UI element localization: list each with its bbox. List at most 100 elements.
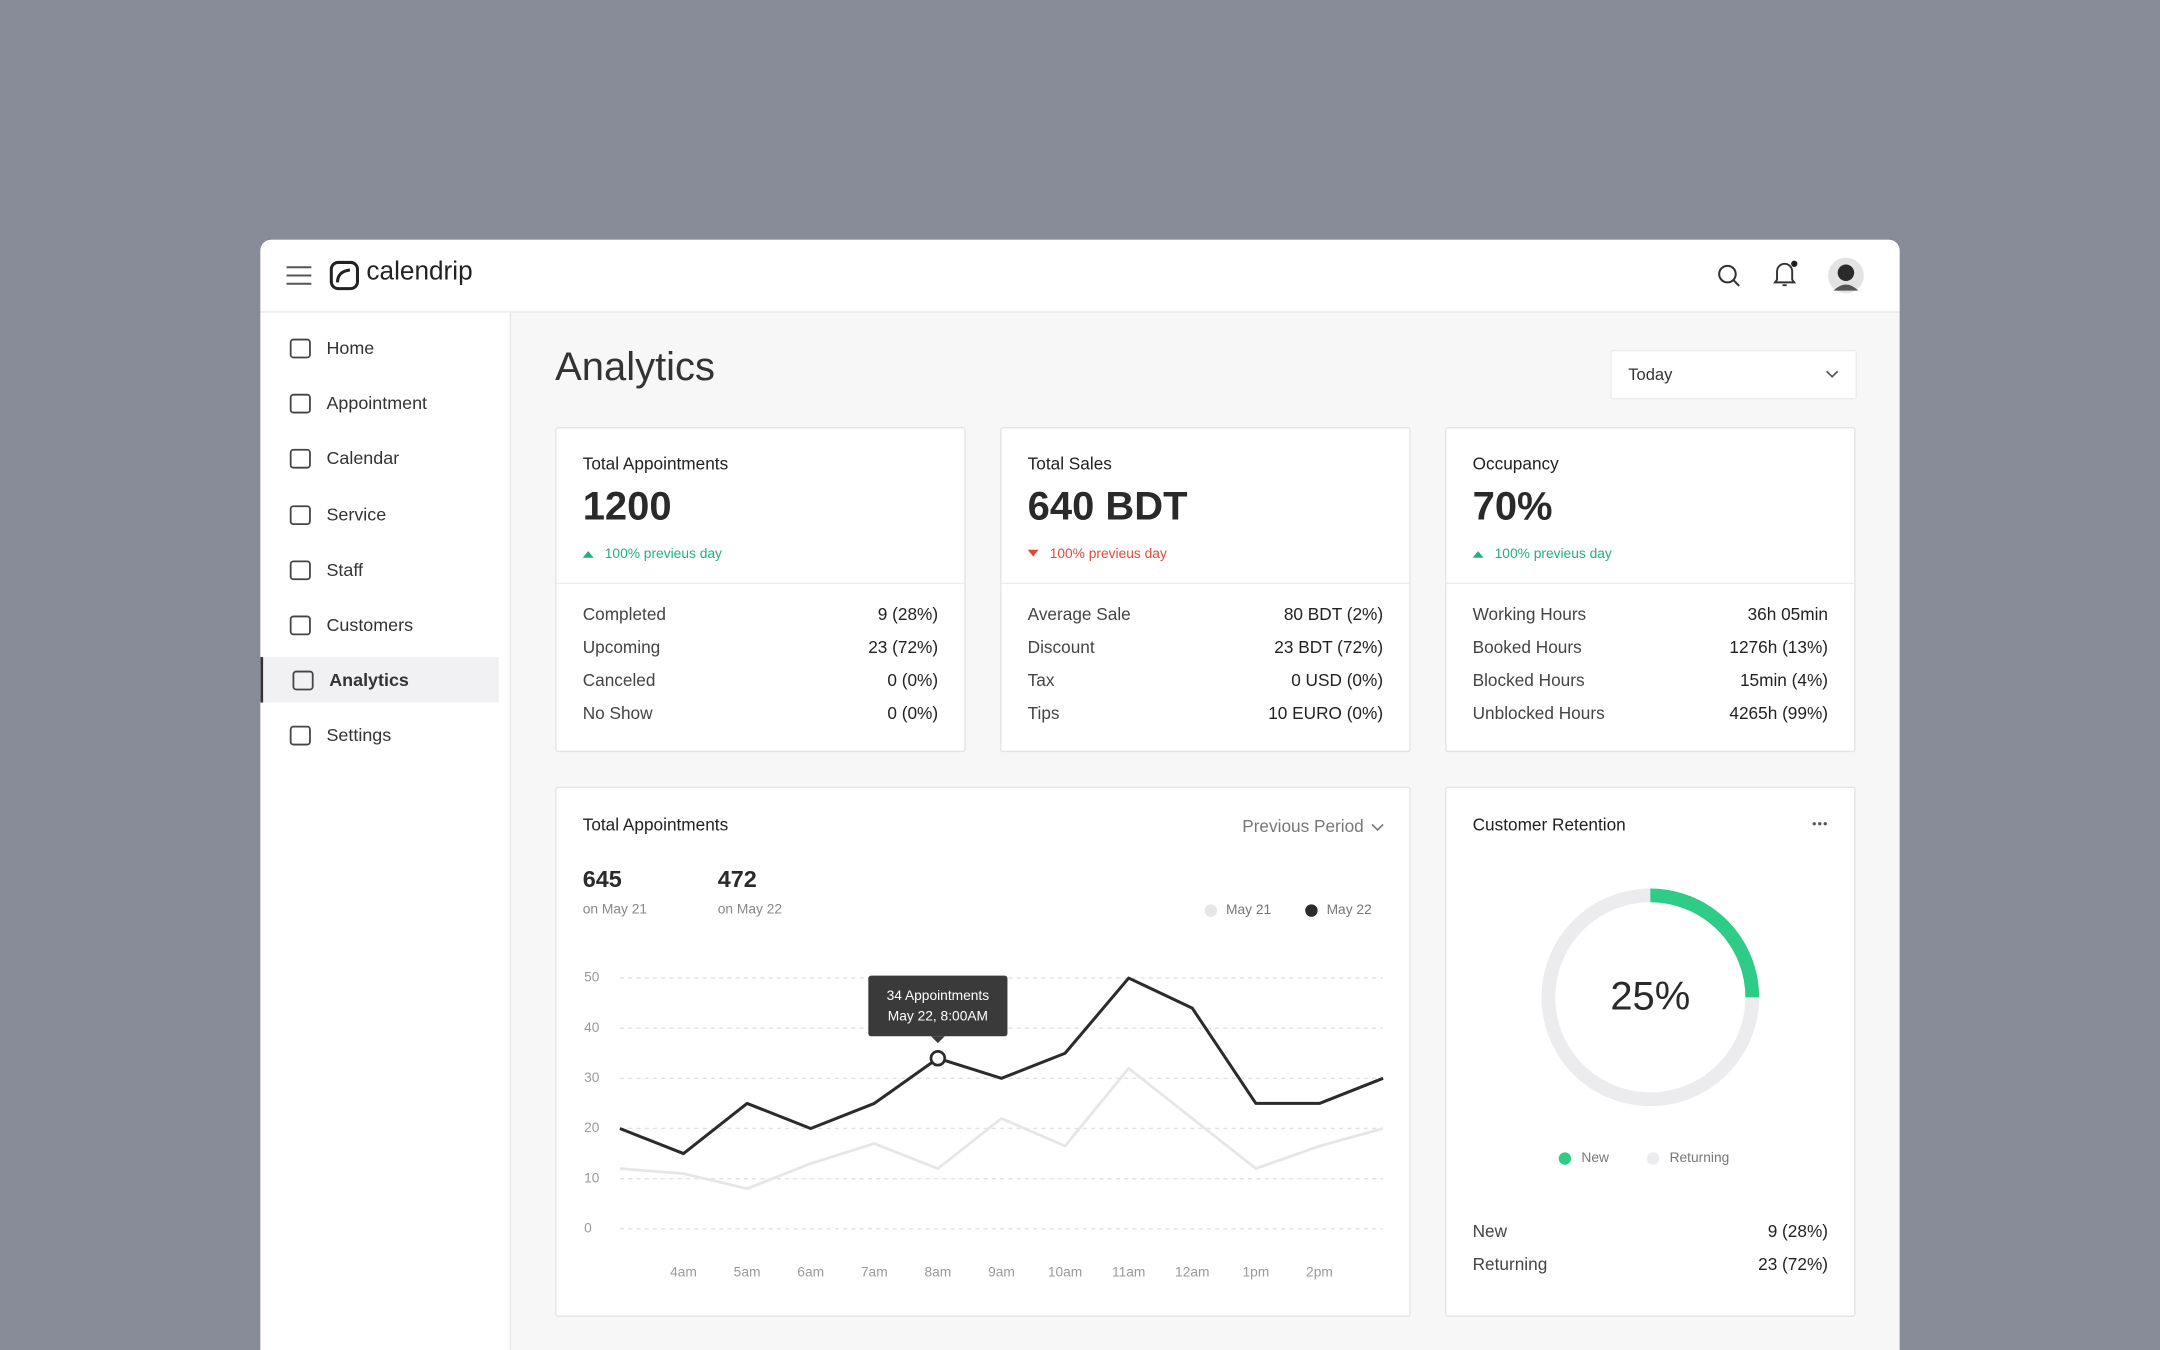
stat-change: 100% previeus day <box>604 546 722 563</box>
legend-swatch <box>1204 904 1218 917</box>
tooltip-pointer <box>930 1036 945 1044</box>
stat-title: Occupancy <box>1472 454 1559 474</box>
y-tick-label: 50 <box>584 970 600 985</box>
retention-row-value: 9 (28%) <box>1767 1221 1829 1242</box>
retention-row-label: New <box>1472 1221 1508 1242</box>
stat-row-label: Average Sale <box>1027 604 1131 625</box>
stat-row-label: Tax <box>1027 670 1055 691</box>
nav-icon-shape <box>289 560 311 580</box>
nav-item[interactable]: Staff <box>260 547 496 592</box>
nav-icon <box>292 670 314 691</box>
stat-row-label: Upcoming <box>582 637 661 658</box>
chart-title: Total Appointments <box>582 815 729 835</box>
stat-row-value: 36h 05min <box>1747 604 1829 625</box>
x-tick-label: 11am <box>1112 1264 1145 1279</box>
nav-icon <box>289 394 311 414</box>
legend-label: Returning <box>1670 1150 1730 1165</box>
legend-swatch <box>1558 1152 1572 1165</box>
nav-item[interactable]: Appointment <box>260 380 496 425</box>
line-chart: May 21 May 22 0 10 20 30 40 50 4am 5am 6am 7am 8am 9a… <box>584 902 1384 1279</box>
legend-swatch <box>1305 904 1318 917</box>
donut-center-label: 25% <box>1610 974 1690 1018</box>
tooltip <box>868 975 1008 1037</box>
stat-row-label: Booked Hours <box>1472 637 1582 658</box>
divider <box>556 582 965 585</box>
stat-row-label: Unblocked Hours <box>1472 703 1605 724</box>
nav-label: Calendar <box>326 448 400 469</box>
stat-value: 70% <box>1472 484 1553 529</box>
nav-icon <box>289 449 311 470</box>
y-tick-label: 10 <box>584 1170 600 1185</box>
nav-icon-shape <box>289 615 311 636</box>
summary-value: 472 <box>717 866 757 893</box>
nav-icon-shape <box>292 670 314 691</box>
nav-item[interactable]: Calendar <box>260 436 496 481</box>
legend-label: May 22 <box>1327 902 1372 917</box>
x-tick-label: 12am <box>1175 1264 1209 1279</box>
retention-card: Customer Retention 25% New Returning New 9 (2… <box>1445 786 1856 1317</box>
x-tick-label: 6am <box>797 1264 824 1279</box>
x-tick-label: 1pm <box>1242 1264 1269 1279</box>
notifications-button[interactable] <box>1772 259 1800 289</box>
summary-label: on May 22 <box>717 902 783 918</box>
stat-row-value: 15min (4%) <box>1739 670 1829 691</box>
page-title: Analytics <box>555 345 716 390</box>
stat-change: 100% previeus day <box>1049 546 1167 563</box>
divider <box>1001 582 1410 585</box>
nav-icon-shape <box>289 394 311 414</box>
donut-segment <box>1650 888 1760 998</box>
stat-row-label: No Show <box>582 703 653 724</box>
divider <box>1446 582 1855 585</box>
chart-title: Customer Retention <box>1472 815 1626 835</box>
nav-item[interactable]: Customers <box>260 602 496 647</box>
stat-row-value: 1276h (13%) <box>1729 637 1829 658</box>
stat-row-value: 0 (0%) <box>887 670 939 691</box>
more-dot <box>1812 822 1816 826</box>
nav-icon-shape <box>289 449 311 470</box>
nav-item[interactable]: Settings <box>260 713 496 758</box>
nav-icon-shape <box>289 338 311 359</box>
nav-icon <box>289 726 311 746</box>
stat-row-label: Blocked Hours <box>1472 670 1585 691</box>
stat-row-value: 9 (28%) <box>877 604 939 625</box>
summary-label: on May 21 <box>582 902 648 918</box>
trend-arrow <box>1472 551 1484 558</box>
x-tick-label: 9am <box>988 1264 1015 1279</box>
search-button[interactable] <box>1716 263 1741 288</box>
trend-icon <box>1472 551 1484 558</box>
nav-icon <box>289 504 311 525</box>
tooltip-text: May 22, 8:00AM <box>888 1009 988 1024</box>
y-tick-label: 0 <box>584 1220 592 1235</box>
nav-item[interactable]: Service <box>260 491 496 536</box>
stat-card: Total Sales 640 BDT 100% previeus day Avera… <box>1000 427 1411 753</box>
nav-icon-shape <box>289 504 311 525</box>
nav-label: Appointment <box>326 392 428 414</box>
stat-row-value: 0 (0%) <box>887 703 939 724</box>
legend-swatch <box>1646 1152 1660 1165</box>
stat-row-label: Working Hours <box>1472 604 1587 625</box>
nav-label: Home <box>326 337 375 359</box>
x-tick-label: 7am <box>861 1264 888 1279</box>
avatar[interactable] <box>1828 257 1864 294</box>
period-select[interactable]: Today <box>1610 349 1857 400</box>
sidebar: Home Appointment Calendar Service Staff Custo… <box>260 312 512 1350</box>
more-dot <box>1823 822 1827 826</box>
stat-row-label: Discount <box>1027 637 1095 658</box>
nav-item[interactable]: Home <box>260 325 496 370</box>
menu-button[interactable] <box>285 264 313 286</box>
stat-row-value: 4265h (99%) <box>1729 703 1829 724</box>
period-dropdown-label[interactable]: Previous Period <box>1242 816 1364 837</box>
nav-item[interactable]: Analytics <box>260 657 499 703</box>
donut-segment <box>1541 888 1760 1107</box>
window: calendrip Home Appointment Calendar Service… <box>260 239 1900 1350</box>
nav-label: Customers <box>326 614 414 636</box>
stat-row-value: 80 BDT (2%) <box>1283 604 1384 625</box>
period-select-value: Today <box>1628 365 1673 385</box>
stat-row-label: Canceled <box>582 670 656 691</box>
y-tick-label: 20 <box>584 1120 600 1135</box>
stat-row-value: 23 BDT (72%) <box>1274 637 1384 658</box>
brand: calendrip <box>366 257 473 287</box>
nav-icon <box>289 338 311 359</box>
